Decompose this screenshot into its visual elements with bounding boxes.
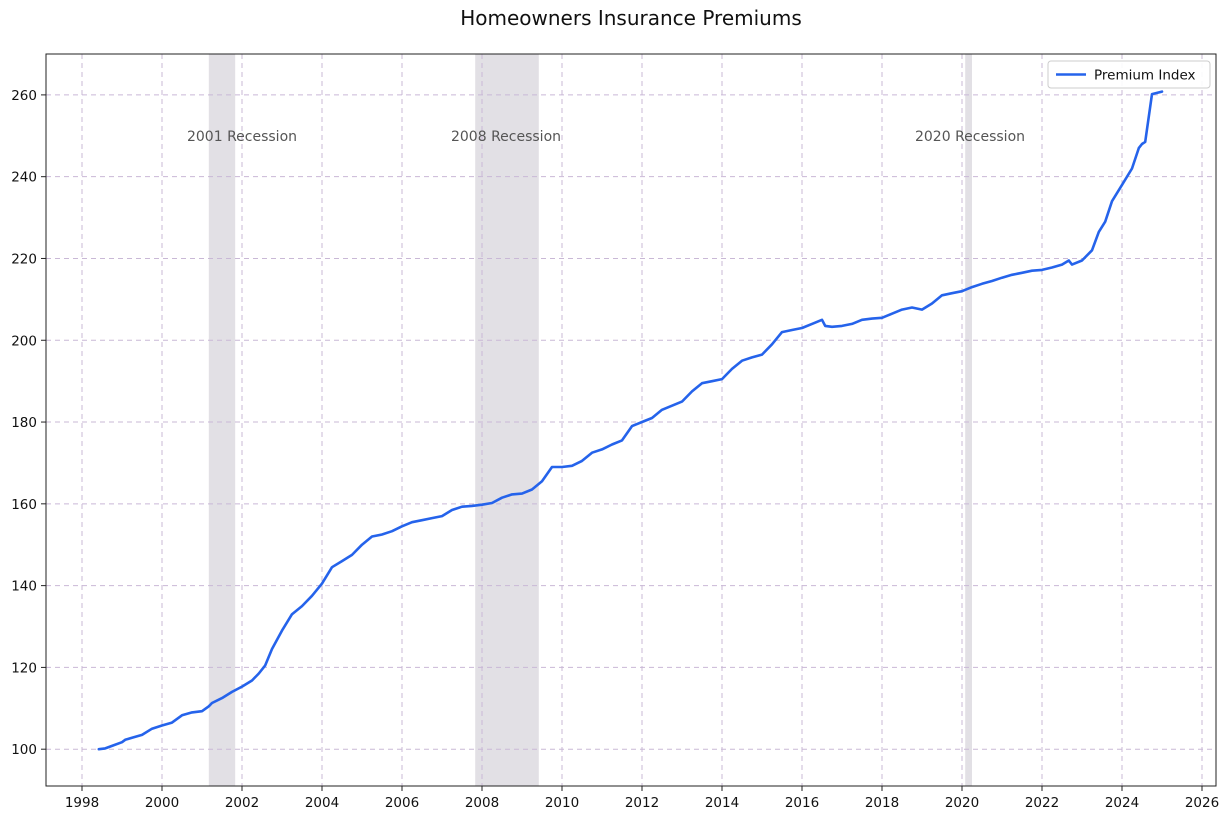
x-tick-label: 2012 bbox=[625, 795, 659, 811]
recession-labels: 2001 Recession 2008 Recession 2020 Recessi… bbox=[187, 129, 1025, 145]
grid-lines bbox=[46, 54, 1216, 786]
recession-label: 2008 Recession bbox=[451, 129, 561, 145]
recession-band bbox=[965, 54, 972, 786]
recession-shading bbox=[208, 54, 972, 786]
recession-label: 2001 Recession bbox=[187, 129, 297, 145]
legend-label: Premium Index bbox=[1094, 68, 1196, 84]
x-tick-label: 2020 bbox=[945, 795, 979, 811]
y-tick-label: 140 bbox=[11, 579, 37, 595]
x-tick-label: 2014 bbox=[705, 795, 739, 811]
y-tick-label: 120 bbox=[11, 660, 37, 676]
x-tick-label: 2000 bbox=[145, 795, 179, 811]
x-tick-label: 2004 bbox=[305, 795, 339, 811]
x-tick-label: 2018 bbox=[865, 795, 899, 811]
x-tick-label: 2006 bbox=[385, 795, 419, 811]
y-tick-label: 180 bbox=[11, 415, 37, 431]
chart-title: Homeowners Insurance Premiums bbox=[460, 6, 802, 30]
series-layer bbox=[97, 90, 1164, 751]
plot-frame bbox=[45, 53, 1217, 787]
x-tick-label: 2026 bbox=[1185, 795, 1219, 811]
x-tick-label: 1998 bbox=[65, 795, 99, 811]
y-tick-label: 200 bbox=[11, 333, 37, 349]
x-tick-label: 2022 bbox=[1025, 795, 1059, 811]
x-tick-label: 2016 bbox=[785, 795, 819, 811]
x-tick-label: 2010 bbox=[545, 795, 579, 811]
recession-band bbox=[475, 54, 539, 786]
x-tick-label: 2008 bbox=[465, 795, 499, 811]
recession-label: 2020 Recession bbox=[915, 129, 1025, 145]
y-tick-label: 160 bbox=[11, 497, 37, 513]
legend-box bbox=[1047, 60, 1211, 89]
y-tick-label: 260 bbox=[11, 88, 37, 104]
y-tick-label: 220 bbox=[11, 251, 37, 267]
x-tick-label: 2024 bbox=[1105, 795, 1139, 811]
y-tick-label: 240 bbox=[11, 170, 37, 186]
x-tick-label: 2002 bbox=[225, 795, 259, 811]
series-line-premium-index bbox=[97, 90, 1164, 751]
recession-band bbox=[208, 54, 236, 786]
legend: Premium Index bbox=[1047, 60, 1211, 89]
axes: 1998 2000 2002 2004 2006 2008 2010 2012 2014 2016… bbox=[11, 53, 1219, 811]
y-tick-label: 100 bbox=[11, 742, 37, 758]
